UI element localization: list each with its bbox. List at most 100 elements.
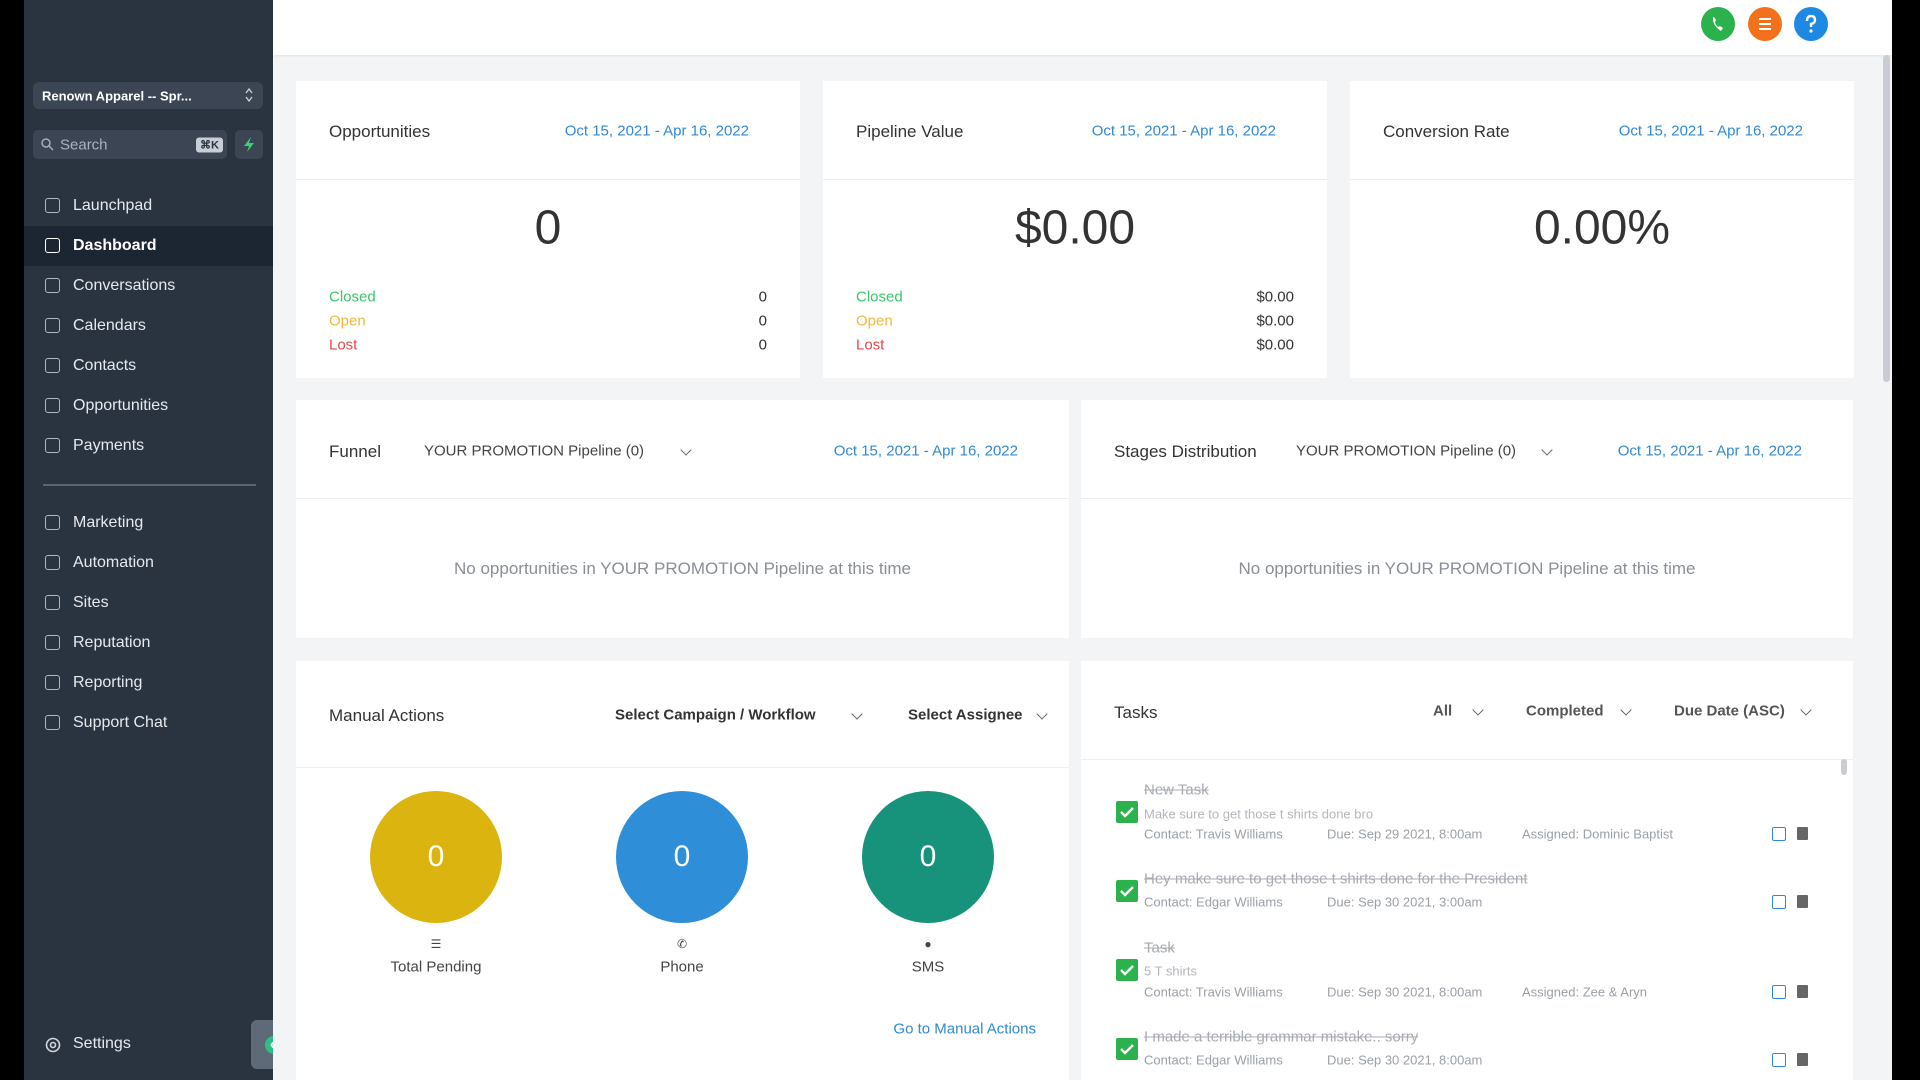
task-checkbox[interactable]: [1116, 1037, 1138, 1060]
tasks-scrollbar[interactable]: [1841, 759, 1847, 775]
date-range[interactable]: Oct 15, 2021 - Apr 16, 2022: [1091, 122, 1276, 140]
count-value: 0: [919, 840, 937, 873]
phone-button[interactable]: [1701, 7, 1737, 43]
nav-item[interactable]: Calendars: [73, 317, 146, 334]
task-contact: Contact: Edgar Williams: [1144, 894, 1283, 910]
count-circle[interactable]: 0: [616, 791, 748, 923]
nav-item[interactable]: Opportunities: [73, 397, 169, 414]
task-due: Due: Sep 30 2021, 3:00am: [1327, 894, 1483, 910]
nav-item[interactable]: Reputation: [73, 634, 151, 651]
nav-icon: [45, 635, 60, 650]
task-description: 5 T shirts: [1144, 963, 1197, 979]
nav-item[interactable]: Reporting: [73, 674, 143, 691]
stat-value: $0.00: [1014, 201, 1136, 255]
pipeline-select[interactable]: YOUR PROMOTION Pipeline (0): [1296, 442, 1517, 460]
search-placeholder: Search: [60, 136, 108, 154]
scrollbar[interactable]: [1883, 55, 1890, 382]
card-title: Funnel: [329, 442, 381, 461]
date-range[interactable]: Oct 15, 2021 - Apr 16, 2022: [1617, 442, 1802, 460]
count-icon: ☰: [430, 937, 442, 951]
settings-link[interactable]: Settings: [73, 1035, 131, 1052]
tasks-card: Tasks All Completed Due Date (ASC) New Task…: [1081, 661, 1853, 1080]
frame-edge: [1892, 0, 1920, 1080]
date-range[interactable]: Oct 15, 2021 - Apr 16, 2022: [833, 442, 1018, 460]
count-circle[interactable]: 0: [862, 791, 994, 923]
delete-button[interactable]: [1797, 1053, 1808, 1066]
card-header: [1350, 81, 1854, 180]
row-label: Closed: [856, 288, 903, 306]
task-contact: Contact: Travis Williams: [1144, 826, 1283, 842]
nav-icon: [45, 675, 60, 690]
row-value: $0.00: [1256, 312, 1294, 330]
row-label: Lost: [856, 336, 885, 354]
search-box[interactable]: Search ⌘K: [33, 130, 227, 159]
search-icon: [41, 138, 54, 151]
nav-icon: [45, 595, 60, 610]
nav-item[interactable]: Conversations: [73, 277, 176, 294]
notes-button[interactable]: [1748, 7, 1784, 43]
nav-icon: [45, 318, 60, 333]
task-filter[interactable]: All: [1433, 702, 1453, 720]
nav-item[interactable]: Support Chat: [73, 714, 168, 731]
task-due: Due: Sep 30 2021, 8:00am: [1327, 1052, 1483, 1068]
delete-button[interactable]: [1797, 827, 1808, 840]
nav-item[interactable]: Dashboard: [73, 237, 157, 254]
date-range[interactable]: Oct 15, 2021 - Apr 16, 2022: [1618, 122, 1803, 140]
task-checkbox[interactable]: [1116, 959, 1138, 981]
task-checkbox[interactable]: [1116, 879, 1138, 902]
task-filter[interactable]: Completed: [1526, 702, 1604, 720]
help-button[interactable]: [1794, 7, 1830, 43]
card-title: Stages Distribution: [1114, 442, 1257, 461]
nav-item[interactable]: Sites: [73, 594, 109, 611]
nav-icon: [45, 278, 60, 293]
count-circle[interactable]: 0: [370, 791, 502, 923]
card-header: [296, 400, 1069, 499]
task-assigned: Assigned: Dominic Baptist: [1522, 826, 1674, 842]
count-value: 0: [427, 840, 445, 873]
count-label: SMS: [911, 958, 945, 976]
count-icon: ✆: [676, 937, 688, 951]
nav-divider: [43, 484, 256, 486]
nav-icon: [45, 438, 60, 453]
delete-button[interactable]: [1797, 985, 1808, 998]
nav-item[interactable]: Payments: [73, 437, 145, 454]
nav-icon: [45, 515, 60, 530]
shortcut: ⌘K: [196, 137, 223, 153]
task-filter[interactable]: Due Date (ASC): [1674, 702, 1785, 720]
count-value: 0: [673, 840, 691, 873]
nav-icon: [45, 198, 60, 213]
card-header: [296, 81, 800, 180]
nav-icon: [45, 398, 60, 413]
bolt-icon: [244, 137, 254, 152]
nav-item[interactable]: Launchpad: [73, 197, 153, 214]
pipeline-select[interactable]: YOUR PROMOTION Pipeline (0): [424, 442, 645, 460]
sidebar: Renown Apparel -- Spr... Search ⌘K Launc…: [24, 0, 297, 1080]
count-label: Phone: [660, 958, 704, 976]
nav-icon: [45, 555, 60, 570]
date-range[interactable]: Oct 15, 2021 - Apr 16, 2022: [564, 122, 749, 140]
nav-item[interactable]: Marketing: [73, 514, 144, 531]
count-label: Total Pending: [390, 958, 482, 976]
delete-button[interactable]: [1797, 895, 1808, 908]
task-due: Due: Sep 30 2021, 8:00am: [1327, 984, 1483, 1000]
quick-action[interactable]: [235, 130, 263, 159]
check-icon: [1120, 965, 1134, 976]
manual-actions-link[interactable]: Go to Manual Actions: [893, 1020, 1036, 1038]
edit-button[interactable]: [1772, 827, 1786, 841]
edit-button[interactable]: [1772, 1053, 1786, 1067]
account-switcher[interactable]: Renown Apparel -- Spr...: [33, 82, 263, 109]
campaign-select[interactable]: Select Campaign / Workflow: [615, 706, 816, 724]
manual-actions-card: Manual Actions Select Campaign / Workflo…: [296, 661, 1069, 1080]
nav-item[interactable]: Contacts: [73, 357, 137, 374]
card-header: [296, 661, 1069, 768]
nav-item[interactable]: Automation: [73, 554, 154, 571]
edit-button[interactable]: [1772, 895, 1786, 909]
task-contact: Contact: Travis Williams: [1144, 984, 1283, 1000]
card-header: [823, 81, 1327, 180]
assignee-select[interactable]: Select Assignee: [908, 706, 1023, 724]
stages-card: Stages Distribution YOUR PROMOTION Pipel…: [1081, 400, 1853, 638]
edit-button[interactable]: [1772, 985, 1786, 999]
task-checkbox[interactable]: [1116, 801, 1138, 823]
